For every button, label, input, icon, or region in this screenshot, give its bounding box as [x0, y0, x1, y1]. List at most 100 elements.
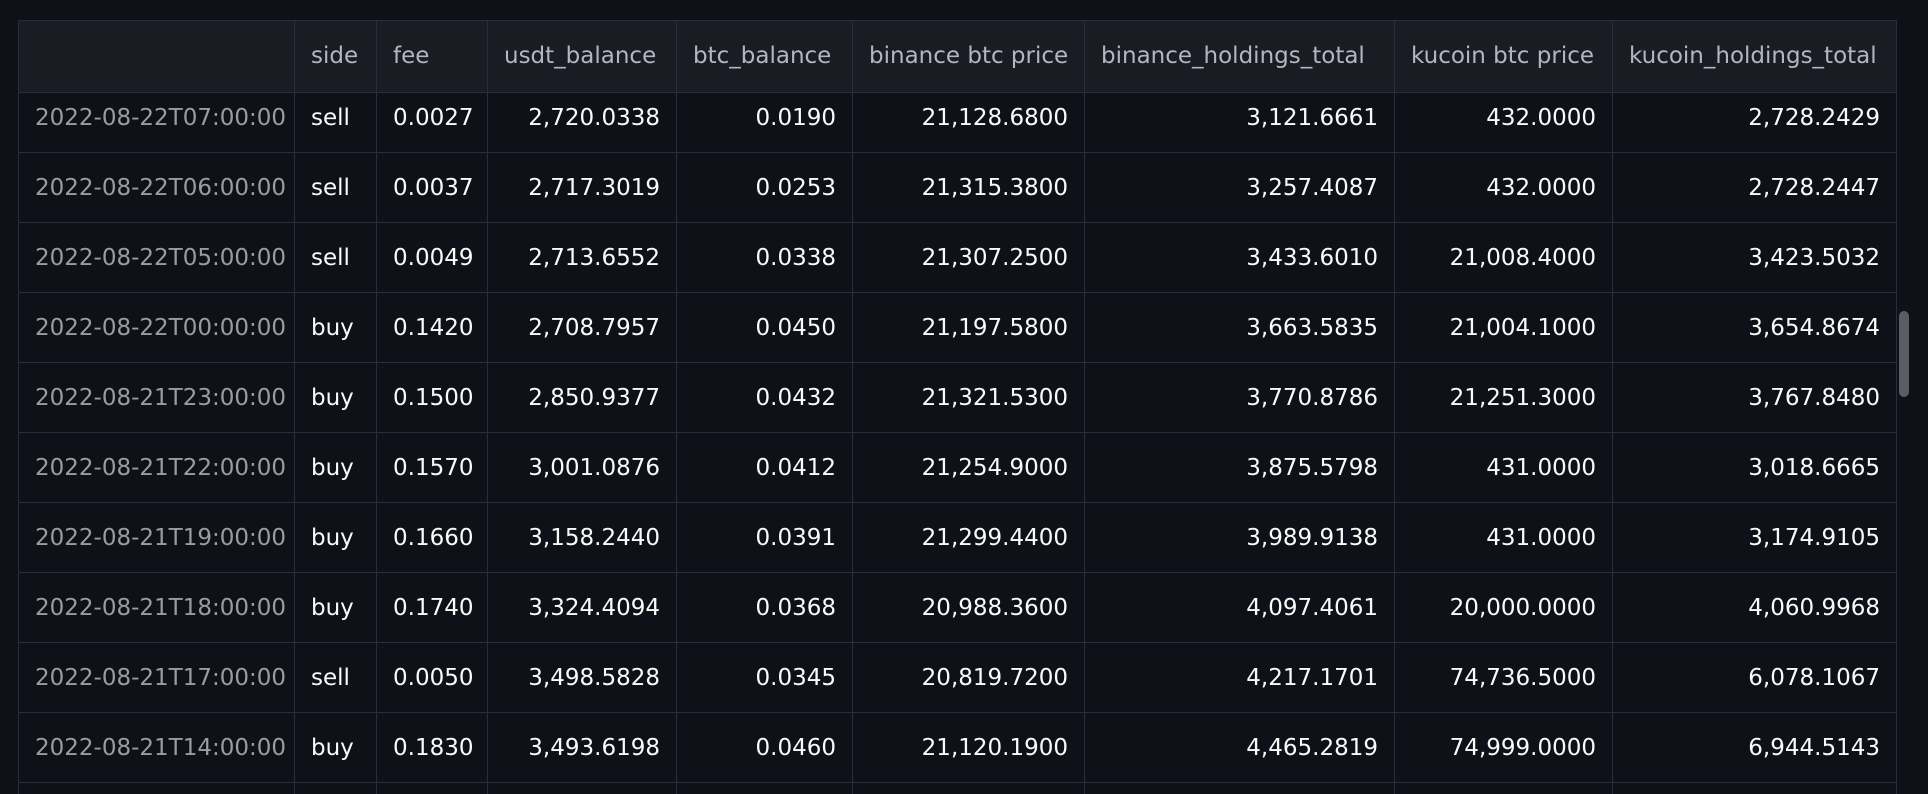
table-cell: buy: [295, 363, 377, 433]
table-cell: 6,944.5143: [1613, 713, 1897, 783]
table-cell: 0.1500: [377, 363, 488, 433]
table-cell: 0.0391: [677, 503, 853, 573]
table-cell: 0.1660: [377, 503, 488, 573]
row-index: 2022-08-21T17:00:00: [19, 643, 295, 713]
column-header: fee: [377, 21, 488, 92]
row-index: 2022-08-22T07:00:00: [19, 83, 295, 153]
table-cell: 3,493.6198: [488, 713, 677, 783]
table-cell: 0.0027: [377, 83, 488, 153]
table-cell: 21,008.4000: [1395, 223, 1613, 293]
table-cell: 74,999.0000: [1395, 713, 1613, 783]
table-cell-partial: [853, 783, 1085, 794]
table-cell: 2,713.6552: [488, 223, 677, 293]
table-cell: 3,770.8786: [1085, 363, 1395, 433]
table-cell: sell: [295, 153, 377, 223]
table-cell: 0.0050: [377, 643, 488, 713]
row-index: 2022-08-21T23:00:00: [19, 363, 295, 433]
table-cell: 3,158.2440: [488, 503, 677, 573]
table-cell: 0.0037: [377, 153, 488, 223]
row-index: 2022-08-21T22:00:00: [19, 433, 295, 503]
table-cell: 21,251.3000: [1395, 363, 1613, 433]
table-cell: 0.0368: [677, 573, 853, 643]
table-cell-partial: [1613, 783, 1897, 794]
table-cell: 6,078.1067: [1613, 643, 1897, 713]
table-cell: 0.0253: [677, 153, 853, 223]
table-cell: 0.0412: [677, 433, 853, 503]
column-header: binance btc price: [853, 21, 1085, 92]
table-cell: 0.0049: [377, 223, 488, 293]
table-cell: 21,315.3800: [853, 153, 1085, 223]
table-cell: buy: [295, 573, 377, 643]
table-cell: buy: [295, 293, 377, 363]
table-cell: buy: [295, 433, 377, 503]
table-cell: buy: [295, 713, 377, 783]
table-cell: 21,307.2500: [853, 223, 1085, 293]
row-index: 2022-08-21T18:00:00: [19, 573, 295, 643]
column-header: btc_balance: [677, 21, 853, 92]
table-cell: sell: [295, 223, 377, 293]
table-cell: sell: [295, 643, 377, 713]
table-cell: 3,257.4087: [1085, 153, 1395, 223]
header-row: [19, 21, 1897, 93]
table-cell: 3,001.0876: [488, 433, 677, 503]
table-cell: 3,767.8480: [1613, 363, 1897, 433]
table-cell-partial: [1395, 783, 1613, 794]
table-cell: 3,654.8674: [1613, 293, 1897, 363]
table-cell: 0.1830: [377, 713, 488, 783]
table-cell: 3,324.4094: [488, 573, 677, 643]
table-cell-partial: [1085, 783, 1395, 794]
table-cell-partial: [295, 783, 377, 794]
table-cell-partial: [19, 783, 295, 794]
table-cell: 3,121.6661: [1085, 83, 1395, 153]
table-cell: 2,717.3019: [488, 153, 677, 223]
table-cell: 0.0345: [677, 643, 853, 713]
table-cell: 0.0190: [677, 83, 853, 153]
table-cell: 21,128.6800: [853, 83, 1085, 153]
table-cell: 2,720.0338: [488, 83, 677, 153]
column-header: usdt_balance: [488, 21, 677, 92]
table-cell: 21,197.5800: [853, 293, 1085, 363]
table-cell: 3,875.5798: [1085, 433, 1395, 503]
table-cell: 74,736.5000: [1395, 643, 1613, 713]
table-cell-partial: [488, 783, 677, 794]
table-cell: 20,988.3600: [853, 573, 1085, 643]
table-cell: 4,217.1701: [1085, 643, 1395, 713]
table-cell: 0.0338: [677, 223, 853, 293]
row-index: 2022-08-22T00:00:00: [19, 293, 295, 363]
table-cell: 3,663.5835: [1085, 293, 1395, 363]
table-cell: 2,728.2429: [1613, 83, 1897, 153]
data-table: 2022-08-22T07:00:00 sell 0.0027 2,720.0338 0…: [18, 20, 1897, 794]
table-cell: 2,850.9377: [488, 363, 677, 433]
table-cell: 21,299.4400: [853, 503, 1085, 573]
table-cell: 0.0460: [677, 713, 853, 783]
table-cell: 0.0450: [677, 293, 853, 363]
table-cell: 431.0000: [1395, 433, 1613, 503]
table-cell: 0.0432: [677, 363, 853, 433]
table-cell: 0.1570: [377, 433, 488, 503]
table-cell: 0.1740: [377, 573, 488, 643]
table-cell: 4,060.9968: [1613, 573, 1897, 643]
table-cell: 4,465.2819: [1085, 713, 1395, 783]
table-cell: 21,004.1000: [1395, 293, 1613, 363]
table-cell: 0.1420: [377, 293, 488, 363]
table-cell: 20,819.7200: [853, 643, 1085, 713]
table-cell: 3,018.6665: [1613, 433, 1897, 503]
table-cell: 2,728.2447: [1613, 153, 1897, 223]
index-header: [19, 21, 295, 92]
table-cell: 3,423.5032: [1613, 223, 1897, 293]
table-cell: 3,433.6010: [1085, 223, 1395, 293]
table-cell: 21,120.1900: [853, 713, 1085, 783]
table-cell: 3,498.5828: [488, 643, 677, 713]
table-cell: sell: [295, 83, 377, 153]
column-header: kucoin_holdings_total: [1613, 21, 1897, 92]
column-header: side: [295, 21, 377, 92]
row-index: 2022-08-22T05:00:00: [19, 223, 295, 293]
scrollbar[interactable]: [1899, 311, 1909, 397]
table-cell: 4,097.4061: [1085, 573, 1395, 643]
table-cell: 431.0000: [1395, 503, 1613, 573]
table-cell: 21,321.5300: [853, 363, 1085, 433]
row-index: 2022-08-21T14:00:00: [19, 713, 295, 783]
table-cell-partial: [377, 783, 488, 794]
